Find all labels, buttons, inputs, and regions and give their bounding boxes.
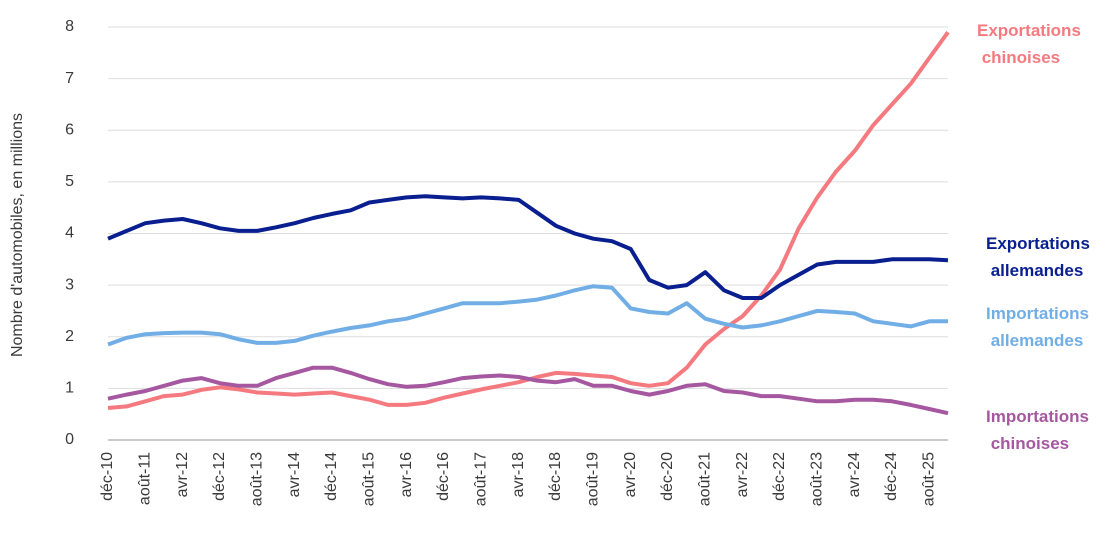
- y-tick-label: 5: [65, 173, 74, 190]
- x-tick-label: avr-16: [398, 452, 415, 497]
- x-tick-label: août-17: [473, 452, 490, 506]
- y-tick-label: 6: [65, 121, 74, 138]
- series-label: Exportations chinoises: [977, 21, 1081, 67]
- y-tick-label: 8: [65, 18, 74, 35]
- x-tick-label: avr-22: [734, 452, 751, 497]
- y-tick-label: 3: [65, 276, 74, 293]
- x-tick-label: août-15: [361, 452, 378, 506]
- x-tick-label: avr-24: [846, 452, 863, 497]
- x-tick-label: déc-10: [99, 452, 116, 501]
- x-tick-label: déc-22: [771, 452, 788, 501]
- y-tick-label: 2: [65, 328, 74, 345]
- y-tick-label: 7: [65, 70, 74, 87]
- series-label: Importations chinoises: [986, 407, 1089, 453]
- y-axis-title: Nombre d'automobiles, en millions: [9, 113, 26, 357]
- x-tick-label: avr-14: [286, 452, 303, 497]
- x-tick-label: août-11: [137, 452, 154, 505]
- x-tick-label: août-19: [585, 452, 602, 506]
- series-line: [107, 31, 950, 410]
- x-tick-label: déc-20: [659, 452, 676, 501]
- y-tick-label: 4: [65, 225, 74, 242]
- x-tick-label: déc-14: [323, 452, 340, 501]
- x-tick-label: déc-16: [435, 452, 452, 501]
- x-tick-label: déc-18: [547, 452, 564, 501]
- series-label: Exportations allemandes: [986, 234, 1090, 280]
- y-tick-label: 1: [65, 380, 74, 397]
- series-line: [107, 365, 949, 416]
- x-tick-label: août-25: [921, 452, 938, 506]
- x-tick-label: août-23: [809, 452, 826, 506]
- x-tick-label: août-13: [249, 452, 266, 506]
- x-tick-label: avr-12: [174, 452, 191, 497]
- x-tick-label: avr-20: [622, 452, 639, 497]
- series-line: [107, 194, 949, 300]
- x-tick-label: déc-24: [883, 452, 900, 501]
- series-line: [107, 284, 948, 347]
- series-label: Importations allemandes: [986, 304, 1089, 350]
- x-tick-label: déc-12: [211, 452, 228, 501]
- x-tick-label: avr-18: [510, 452, 527, 497]
- y-tick-label: 0: [65, 431, 74, 448]
- x-tick-label: août-21: [697, 452, 714, 506]
